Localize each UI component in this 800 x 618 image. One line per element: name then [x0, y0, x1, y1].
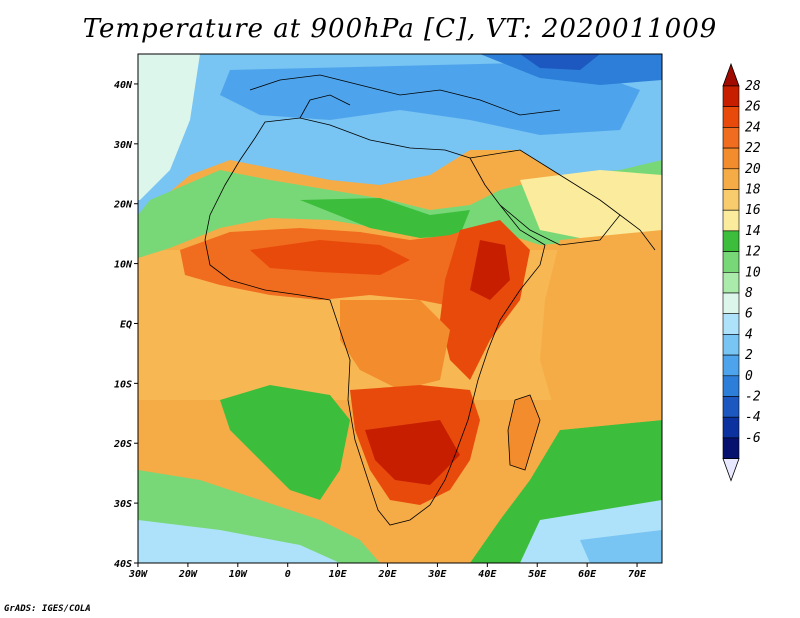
- colorbar-level-label: 28: [745, 79, 761, 94]
- lat-tick-label: 30N: [113, 140, 133, 151]
- colorbar-level-label: 24: [745, 120, 761, 135]
- east-africa-hot-region: [440, 220, 530, 380]
- lon-tick-label: 40E: [478, 569, 497, 580]
- colorbar-level-label: 20: [745, 162, 761, 177]
- lat-tick-label: 10S: [114, 379, 132, 390]
- colorbar-swatch: [722, 334, 740, 356]
- colorbar-level-label: 12: [745, 245, 761, 260]
- colorbar-swatch: [722, 437, 740, 459]
- lat-tick-label: 10N: [114, 260, 133, 271]
- colorbar-level-label: 0: [745, 369, 753, 384]
- colorbar-swatch: [722, 209, 740, 232]
- map-frame: [137, 53, 663, 564]
- colorbar-swatch: [722, 354, 740, 377]
- colorbar-top-arrow: [722, 62, 740, 87]
- colorbar-swatch: [722, 251, 740, 273]
- lon-tick-label: 10W: [229, 569, 248, 580]
- latitude-ticks: 40N 30N 20N 10N EQ 10S 20S 30S 40S: [113, 80, 138, 570]
- colorbar-level-label: -2: [745, 390, 761, 405]
- colorbar-swatch: [722, 292, 740, 315]
- colorbar-swatch: [722, 85, 740, 108]
- colorbar-level-label: 6: [745, 307, 753, 322]
- colorbar-level-label: 2: [745, 348, 753, 363]
- lon-tick-label: 70E: [628, 569, 647, 580]
- lat-tick-label: 20S: [113, 439, 132, 450]
- colorbar-swatch: [722, 271, 740, 294]
- lon-tick-label: 10E: [329, 569, 348, 580]
- colorbar-level-label: 22: [745, 141, 761, 156]
- colorbar-swatch: [722, 375, 740, 397]
- colorbar-swatch: [722, 416, 740, 439]
- colorbar-swatch: [722, 396, 740, 418]
- colorbar-bottom-arrow: [722, 458, 740, 482]
- lat-tick-label: 40S: [114, 559, 132, 570]
- colorbar-level-label: 16: [745, 203, 761, 218]
- lon-tick-label: 20W: [178, 569, 198, 580]
- longitude-ticks: 30W 20W 10W 0 10E 20E 30E 40E 50E 60E 70E: [128, 563, 647, 580]
- colorbar-level-label: -4: [745, 410, 761, 425]
- colorbar-level-label: 8: [745, 286, 753, 301]
- colorbar-level-label: 18: [745, 183, 761, 198]
- grads-credit: GrADS: IGES/COLA: [4, 604, 91, 614]
- lon-tick-label: 50E: [528, 569, 547, 580]
- colorbar-swatch: [722, 168, 740, 190]
- temperature-field: [138, 54, 662, 563]
- colorbar-level-label: 14: [745, 224, 761, 239]
- lon-tick-label: 30E: [427, 569, 447, 580]
- map-title: Temperature at 900hPa [C], VT: 202001100…: [82, 14, 718, 44]
- colorbar-swatch: [722, 127, 740, 149]
- lat-tick-label: 40N: [114, 80, 133, 91]
- lat-tick-label: 20N: [113, 200, 133, 211]
- lon-tick-label: 30W: [128, 569, 148, 580]
- colorbar-swatch: [722, 106, 740, 128]
- colorbar-level-label: 4: [745, 327, 753, 342]
- lat-tick-label: 30S: [113, 499, 132, 510]
- colorbar-level-label: -6: [745, 431, 761, 446]
- lon-tick-label: 0: [285, 569, 291, 580]
- lat-tick-label: EQ: [120, 319, 132, 330]
- colorbar-level-label: 26: [745, 100, 761, 115]
- colorbar-swatch: [722, 313, 740, 335]
- lon-tick-label: 60E: [578, 569, 597, 580]
- colorbar-swatch: [722, 189, 740, 211]
- coastlines: [204, 74, 656, 526]
- colorbar-swatch: [722, 230, 740, 252]
- colorbar-swatch: [722, 147, 740, 170]
- colorbar-level-label: 10: [745, 265, 761, 280]
- lon-tick-label: 20E: [377, 569, 397, 580]
- south-atlantic-green-region: [220, 385, 350, 500]
